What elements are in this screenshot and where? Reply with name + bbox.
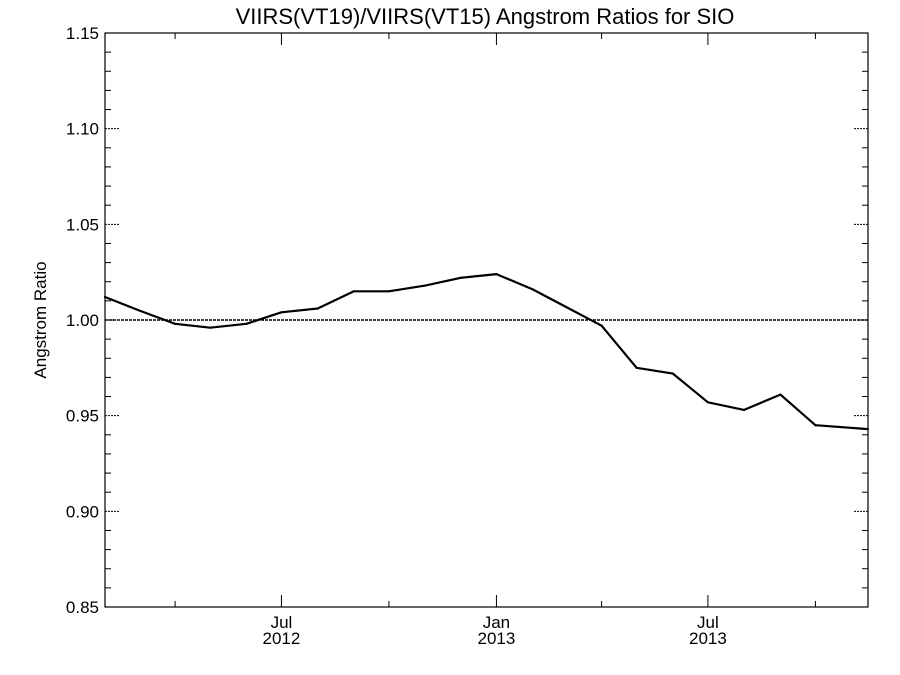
data-point [459,276,462,280]
data-point [424,284,427,287]
chart-title: VIIRS(VT19)/VIIRS(VT15) Angstrom Ratios … [236,4,735,29]
y-tick-label: 0.95 [66,407,99,426]
series-line [104,273,869,431]
data-point [495,272,498,276]
data-point [600,324,603,327]
data-point [174,322,177,325]
x-tick-label-month: Jul [697,613,719,632]
data-point [814,424,817,427]
data-point [387,290,391,293]
data-point [316,307,319,310]
data-point [137,309,140,312]
data-point [245,322,248,325]
data-point [635,366,638,369]
data-point [103,295,107,299]
data-point [866,427,870,431]
y-tick-label: 1.05 [66,215,99,234]
data-point [531,288,534,291]
data-point [564,305,567,308]
y-tick-label: 1.10 [66,120,99,139]
data-point [209,326,212,329]
x-tick-label-month: Jan [483,613,510,632]
data-point [671,372,674,375]
x-tick-label-month: Jul [271,613,293,632]
x-tick-label-year: 2013 [478,629,516,648]
data-point [352,290,355,293]
data-point [280,311,283,314]
data-point [706,401,710,404]
y-axis-label: Angstrom Ratio [31,261,50,378]
x-tick-label-year: 2012 [263,629,301,648]
y-tick-label: 1.00 [66,311,99,330]
y-tick-label: 1.15 [66,24,99,43]
data-point [779,393,782,396]
y-tick-label: 0.90 [66,502,99,521]
y-tick-label: 0.85 [66,598,99,617]
x-tick-label-year: 2013 [689,629,727,648]
data-point [743,408,746,412]
